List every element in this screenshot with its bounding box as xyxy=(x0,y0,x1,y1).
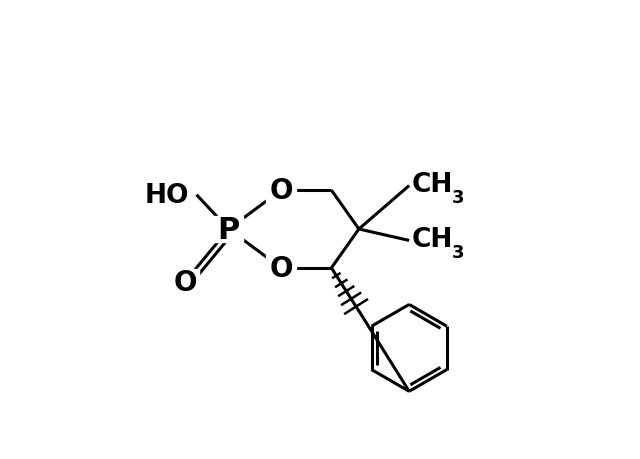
Bar xyxy=(266,256,296,281)
Bar xyxy=(171,269,199,295)
Text: P: P xyxy=(218,215,240,244)
Text: O: O xyxy=(173,268,197,296)
Bar xyxy=(417,174,451,199)
Bar xyxy=(266,178,296,203)
Text: 3: 3 xyxy=(452,243,465,261)
Bar xyxy=(214,217,243,242)
Bar xyxy=(417,229,451,253)
Bar xyxy=(147,183,188,208)
Text: CH: CH xyxy=(412,172,452,198)
Text: HO: HO xyxy=(145,182,189,208)
Text: CH: CH xyxy=(412,227,452,252)
Text: 3: 3 xyxy=(452,189,465,207)
Text: O: O xyxy=(269,177,293,205)
Text: O: O xyxy=(269,254,293,282)
